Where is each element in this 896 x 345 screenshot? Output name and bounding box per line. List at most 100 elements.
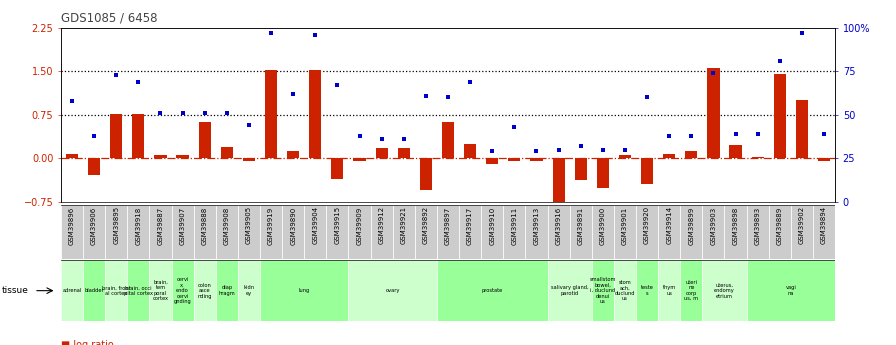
Bar [353,158,366,161]
FancyBboxPatch shape [769,205,791,259]
FancyBboxPatch shape [636,260,659,321]
Text: GSM39914: GSM39914 [667,206,672,245]
Point [530,149,544,154]
Text: GSM39918: GSM39918 [135,206,142,245]
Text: GSM39906: GSM39906 [91,206,97,245]
Point [331,82,345,88]
Text: uterus,
endomy
etrium: uterus, endomy etrium [714,283,735,298]
Point [441,95,455,100]
Point [463,79,478,85]
FancyBboxPatch shape [171,260,194,321]
Text: GSM39904: GSM39904 [313,206,318,245]
FancyBboxPatch shape [415,205,437,259]
Text: GSM39905: GSM39905 [246,206,252,245]
Bar [243,158,255,161]
Text: cervi
x,
endo
cervi
gnding: cervi x, endo cervi gnding [174,277,192,304]
Point [65,98,79,104]
Text: GSM39896: GSM39896 [69,206,75,245]
Bar [729,146,742,158]
FancyBboxPatch shape [392,205,415,259]
FancyBboxPatch shape [614,260,636,321]
Text: GSM39898: GSM39898 [733,206,738,245]
Point [176,110,190,116]
Bar [641,158,653,184]
FancyBboxPatch shape [725,205,746,259]
Bar [287,151,299,158]
Bar [220,147,233,158]
FancyBboxPatch shape [459,205,481,259]
Text: GSM39901: GSM39901 [622,206,628,245]
Bar [420,158,432,190]
Point [772,58,787,63]
FancyBboxPatch shape [216,260,237,321]
Point [418,93,433,98]
Text: GSM39897: GSM39897 [445,206,451,245]
Text: GDS1085 / 6458: GDS1085 / 6458 [61,11,158,24]
FancyBboxPatch shape [437,205,459,259]
FancyBboxPatch shape [171,205,194,259]
Text: GSM39909: GSM39909 [357,206,363,245]
FancyBboxPatch shape [326,205,349,259]
Point [817,131,831,137]
Text: GSM39891: GSM39891 [578,206,583,245]
Point [751,131,765,137]
Point [551,147,565,152]
FancyBboxPatch shape [702,205,725,259]
FancyBboxPatch shape [237,205,260,259]
Text: brain,
tem
poral
cortex: brain, tem poral cortex [152,280,168,301]
Text: GSM39920: GSM39920 [644,206,650,245]
Text: GSM39902: GSM39902 [799,206,805,245]
Text: GSM39907: GSM39907 [179,206,185,245]
FancyBboxPatch shape [525,205,547,259]
Point [264,30,279,36]
FancyBboxPatch shape [591,260,614,321]
Text: thym
us: thym us [662,285,676,296]
Bar [619,155,631,158]
FancyBboxPatch shape [216,205,237,259]
Text: GSM39889: GSM39889 [777,206,783,245]
Bar [553,158,564,214]
Point [87,133,101,138]
Point [242,122,256,128]
Point [308,32,323,37]
FancyBboxPatch shape [260,205,282,259]
Text: bladder: bladder [84,288,104,293]
Bar [752,157,763,158]
Bar [597,158,609,188]
FancyBboxPatch shape [547,260,591,321]
Text: GSM39912: GSM39912 [379,206,384,245]
Bar [663,154,676,158]
FancyBboxPatch shape [680,205,702,259]
FancyBboxPatch shape [636,205,659,259]
Bar [508,158,521,161]
Text: GSM39903: GSM39903 [711,206,717,245]
Point [109,72,124,77]
Text: GSM39890: GSM39890 [290,206,297,245]
Text: vagi
na: vagi na [786,285,797,296]
Text: ovary: ovary [385,288,400,293]
Text: GSM39892: GSM39892 [423,206,429,245]
Point [685,133,699,138]
Text: GSM39913: GSM39913 [533,206,539,245]
Bar [442,122,454,158]
Bar [265,70,277,158]
Bar [199,122,211,158]
Bar [177,155,189,158]
Text: adrenal: adrenal [63,288,82,293]
Bar [332,158,343,179]
Text: GSM39919: GSM39919 [268,206,274,245]
Text: GSM39911: GSM39911 [512,206,517,245]
Text: prostate: prostate [482,288,503,293]
Text: smallstom
bowel,
i, duclund
denui
us: smallstom bowel, i, duclund denui us [590,277,616,304]
Bar [796,100,808,158]
Point [728,131,743,137]
Bar [375,148,388,158]
Text: GSM39910: GSM39910 [489,206,495,245]
Point [485,149,499,154]
Text: GSM39908: GSM39908 [224,206,229,245]
FancyBboxPatch shape [194,260,216,321]
Text: GSM39888: GSM39888 [202,206,208,245]
Bar [818,158,830,161]
FancyBboxPatch shape [371,205,392,259]
Point [507,124,521,130]
